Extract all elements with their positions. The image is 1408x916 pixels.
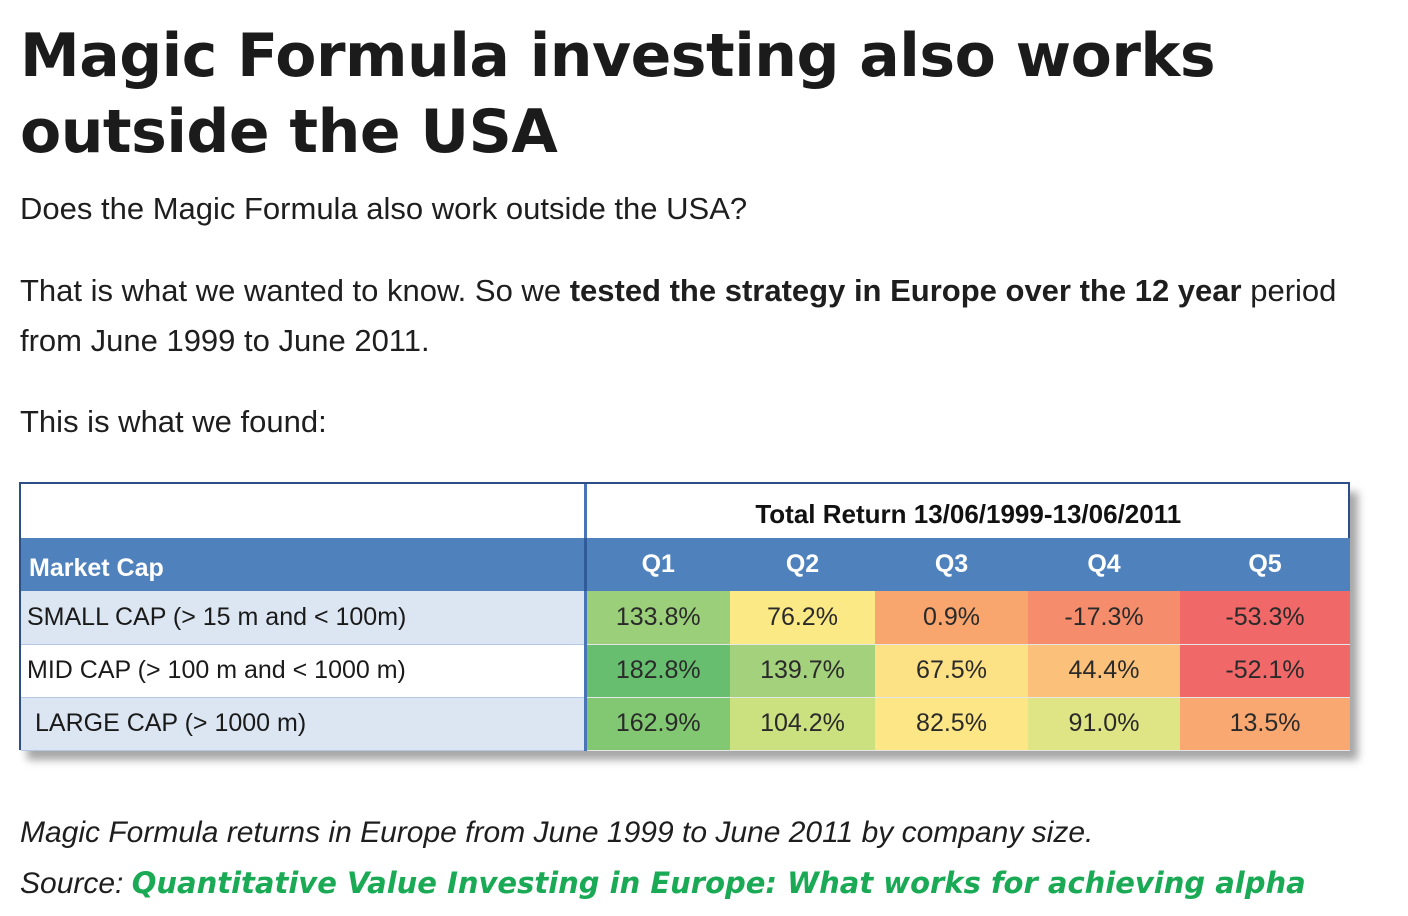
table-corner <box>21 484 587 538</box>
total-return-header: Total Return 13/06/1999-13/06/2011 <box>755 498 1182 529</box>
table-cell: 162.9% <box>585 697 730 751</box>
source-prefix: Source: <box>20 867 132 900</box>
table-cell: 0.9% <box>875 591 1028 645</box>
found-text: This is what we found: <box>20 404 327 439</box>
table-cell: -53.3% <box>1180 591 1351 645</box>
table-cell: 104.2% <box>730 697 875 751</box>
figure-caption: Magic Formula returns in Europe from Jun… <box>20 816 1094 849</box>
row-label-mid-cap: MID CAP (> 100 m and < 1000 m) <box>21 644 587 698</box>
table-cell: 133.8% <box>585 591 730 645</box>
row-label-large-cap: LARGE CAP (> 1000 m) <box>21 697 587 751</box>
intro-bold-text: tested the strategy in Europe over the 1… <box>569 273 1242 308</box>
table-row: SMALL CAP (> 15 m and < 100m) 133.8% 76.… <box>21 591 1351 645</box>
table-cell: 44.4% <box>1028 644 1180 698</box>
intro-text: That is what we wanted to know. So we <box>20 273 570 308</box>
column-header-q2: Q2 <box>730 538 875 591</box>
table-cell: 76.2% <box>730 591 875 645</box>
source-line: Source: Quantitative Value Investing in … <box>20 858 1390 909</box>
table-row: MID CAP (> 100 m and < 1000 m) 182.8% 13… <box>21 644 1351 698</box>
returns-table: Total Return 13/06/1999-13/06/2011 Marke… <box>21 484 1351 751</box>
table-cell: 182.8% <box>585 644 730 698</box>
table-cell: -17.3% <box>1028 591 1180 645</box>
column-header-q4: Q4 <box>1028 538 1180 591</box>
table-cell: -52.1% <box>1180 644 1351 698</box>
table-cell: 67.5% <box>875 644 1028 698</box>
intro-text-rest: period from June 1999 to June 2011. <box>20 273 1337 358</box>
column-header-q3: Q3 <box>875 538 1028 591</box>
table-cell: 13.5% <box>1180 697 1351 751</box>
market-cap-header: Market Cap <box>21 538 587 591</box>
column-header-q1: Q1 <box>585 538 730 591</box>
page-title: Magic Formula investing also works outsi… <box>20 21 1216 167</box>
table-row: LARGE CAP (> 1000 m) 162.9% 104.2% 82.5%… <box>21 697 1351 751</box>
table-cell: 139.7% <box>730 644 875 698</box>
table-cell: 82.5% <box>875 697 1028 751</box>
column-header-q5: Q5 <box>1180 538 1351 591</box>
source-link[interactable]: Quantitative Value Investing in Europe: … <box>131 866 1306 900</box>
intro-question: Does the Magic Formula also work outside… <box>20 191 748 226</box>
intro-paragraph: That is what we wanted to know. So we te… <box>20 266 1350 366</box>
returns-table-image: Total Return 13/06/1999-13/06/2011 Marke… <box>19 482 1351 751</box>
row-label-small-cap: SMALL CAP (> 15 m and < 100m) <box>21 591 587 645</box>
table-cell: 91.0% <box>1028 697 1180 751</box>
